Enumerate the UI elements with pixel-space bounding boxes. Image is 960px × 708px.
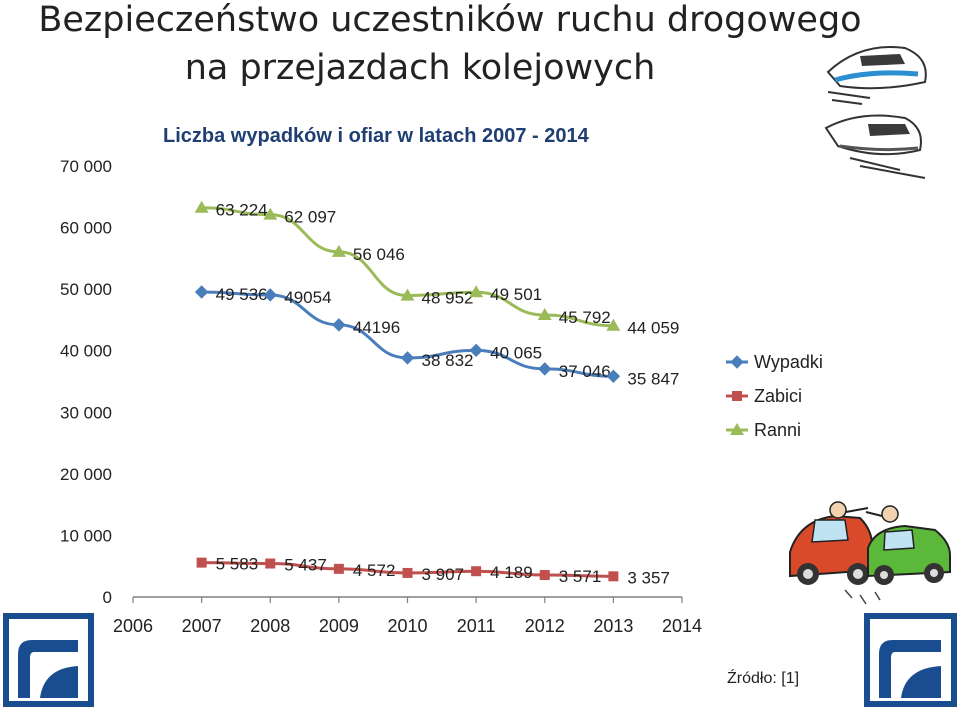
series-ranni: 63 224 62 097 56 046 48 952 49 501 45 792 44 0… — [194, 200, 679, 338]
legend-marker — [730, 423, 744, 435]
data-point — [606, 369, 621, 383]
y-tick-label: 10 000 — [60, 526, 112, 545]
data-point — [400, 288, 415, 301]
train-icon — [824, 114, 926, 179]
x-tick-label: 2011 — [457, 616, 496, 636]
data-point — [333, 563, 344, 574]
legend-label: Wypadki — [754, 352, 823, 372]
data-point — [608, 571, 619, 582]
x-axis: 2006 2007 2008 2009 2010 2011 2012 2013 2014 — [113, 597, 702, 636]
data-point — [332, 318, 346, 332]
car-crash-illustration — [789, 501, 951, 605]
data-label: 44196 — [353, 318, 400, 337]
data-point — [196, 557, 207, 568]
legend-marker — [730, 355, 744, 369]
data-label: 56 046 — [353, 245, 405, 264]
series-wypadki: 49 536 49054 44196 38 832 40 065 37 046 35 847 — [194, 285, 679, 388]
x-tick-label: 2007 — [182, 616, 222, 636]
data-point — [263, 207, 278, 220]
data-point — [469, 285, 484, 298]
source-note: Źródło: [1] — [727, 670, 800, 687]
data-point — [194, 200, 209, 213]
data-point — [402, 567, 413, 578]
legend-item: Zabici — [726, 386, 802, 406]
data-point — [469, 343, 483, 358]
data-label: 5 437 — [284, 556, 327, 575]
x-tick-label: 2010 — [387, 616, 427, 636]
legend-marker — [732, 391, 742, 401]
data-point — [331, 244, 346, 257]
data-point — [194, 285, 209, 299]
series-zabici: 5 583 5 437 4 572 3 907 4 189 3 571 3 357 — [196, 555, 670, 587]
series-line — [201, 206, 614, 328]
data-label: 63 224 — [216, 201, 268, 220]
data-label: 3 571 — [559, 567, 602, 586]
logo-icon — [3, 613, 94, 707]
y-tick-label: 50 000 — [60, 280, 112, 299]
data-point — [606, 318, 621, 331]
data-point — [537, 308, 552, 321]
data-label: 4 189 — [490, 563, 533, 582]
train-icon — [826, 46, 927, 105]
data-point — [265, 558, 276, 569]
x-tick-label: 2009 — [319, 616, 359, 636]
data-point — [400, 351, 415, 365]
y-tick-label: 60 000 — [60, 219, 112, 238]
series-group: 49 536 49054 44196 38 832 40 065 37 046 35 847… — [194, 200, 679, 587]
data-point — [538, 362, 552, 376]
legend-label: Zabici — [754, 386, 802, 406]
data-point — [539, 570, 550, 581]
data-label: 49054 — [284, 288, 331, 307]
data-label: 49 501 — [490, 285, 542, 304]
logo-icon — [864, 613, 957, 707]
page-title: Bezpieczeństwo uczestników ruchu drogowe… — [38, 0, 862, 40]
legend-item: Ranni — [726, 420, 801, 440]
y-tick-label: 70 000 — [60, 157, 112, 176]
data-label: 48 952 — [422, 289, 474, 308]
legend-item: Wypadki — [726, 352, 823, 372]
data-label: 4 572 — [353, 561, 396, 580]
data-label: 3 907 — [422, 565, 465, 584]
x-tick-label: 2012 — [525, 616, 565, 636]
legend-label: Ranni — [754, 420, 801, 440]
legend: Wypadki Zabici Ranni — [726, 352, 823, 440]
data-point — [471, 566, 482, 577]
y-axis: 0 10 000 20 000 30 000 40 000 50 000 60 000 70 … — [60, 157, 112, 607]
y-tick-label: 40 000 — [60, 342, 112, 361]
data-label: 49 536 — [216, 285, 268, 304]
chart-title: Liczba wypadków i ofiar w latach 2007 - … — [163, 125, 590, 147]
x-tick-label: 2014 — [662, 616, 702, 636]
data-label: 40 065 — [490, 343, 542, 362]
data-label: 3 357 — [627, 568, 670, 587]
data-label: 35 847 — [627, 369, 679, 388]
x-tick-label: 2008 — [250, 616, 290, 636]
data-label: 38 832 — [422, 351, 474, 370]
page-subtitle: na przejazdach kolejowych — [184, 48, 656, 88]
data-point — [263, 288, 277, 302]
data-label: 62 097 — [284, 208, 336, 227]
data-label: 37 046 — [559, 362, 611, 381]
y-tick-label: 0 — [103, 588, 112, 607]
data-label: 44 059 — [627, 319, 679, 338]
y-tick-label: 30 000 — [60, 403, 112, 422]
data-label: 5 583 — [216, 555, 259, 574]
data-label: 45 792 — [559, 308, 611, 327]
x-tick-label: 2013 — [593, 616, 633, 636]
x-tick-label: 2006 — [113, 616, 153, 636]
y-tick-label: 20 000 — [60, 465, 112, 484]
